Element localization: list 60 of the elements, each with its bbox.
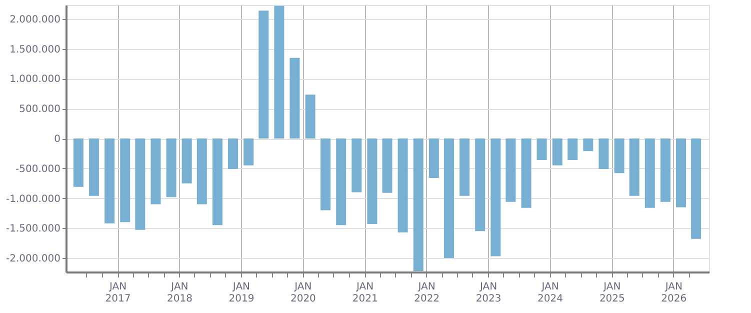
- bar: [274, 6, 284, 138]
- x-tick-label: JAN 2024: [538, 282, 563, 304]
- bar: [598, 138, 609, 169]
- bar: [460, 138, 470, 196]
- bar: [258, 10, 269, 138]
- y-tick-label: 500.000: [19, 104, 60, 116]
- bar: [660, 138, 670, 202]
- x-tick-label: JAN 2017: [105, 282, 131, 304]
- x-tick-label: JAN 2021: [352, 282, 378, 304]
- bar: [228, 138, 238, 169]
- bar: [89, 138, 99, 196]
- y-tick-label: 0: [54, 134, 60, 145]
- bar: [398, 138, 408, 232]
- bar: [506, 138, 516, 202]
- bar: [568, 138, 578, 160]
- bar: [490, 138, 501, 256]
- bar: [691, 138, 702, 239]
- x-tick-label: JAN 2025: [599, 282, 625, 304]
- bar: [73, 138, 84, 187]
- bar: [614, 138, 624, 174]
- y-tick-label: 1.500.000: [10, 44, 60, 56]
- x-tick-label: JAN 2019: [228, 282, 254, 304]
- bar: [320, 138, 331, 210]
- bar: [352, 138, 362, 192]
- x-tick-label: JAN 2022: [414, 282, 440, 304]
- y-tick-label: 2.000.000: [10, 14, 60, 26]
- bar: [135, 138, 146, 230]
- x-tick-label: JAN 2020: [290, 282, 316, 304]
- bar: [676, 138, 686, 208]
- x-tick-label: JAN 2023: [476, 282, 502, 304]
- bar: [104, 138, 115, 224]
- y-tick-label: -1.000.000: [6, 194, 60, 205]
- y-tick-label: -1.500.000: [6, 224, 60, 235]
- bar: [583, 138, 594, 152]
- bar: [629, 138, 640, 196]
- bar: [305, 94, 316, 138]
- bar: [336, 138, 346, 226]
- bar: [521, 138, 532, 208]
- bar: [150, 138, 161, 204]
- bar: [552, 138, 562, 166]
- bar: [212, 138, 222, 226]
- bar: [413, 138, 424, 272]
- bar: [444, 138, 454, 258]
- bar: [367, 138, 378, 224]
- bar: [182, 138, 192, 184]
- bar: [428, 138, 439, 178]
- y-tick-label: -2.000.000: [6, 254, 60, 265]
- bar: [120, 138, 130, 222]
- y-tick-label: 1.000.000: [10, 74, 60, 86]
- bar: [644, 138, 655, 208]
- bar: [536, 138, 547, 160]
- x-tick-label: JAN 2026: [661, 282, 687, 304]
- bar: [196, 138, 207, 204]
- bar: [290, 58, 300, 138]
- x-tick-label: JAN 2018: [167, 282, 192, 304]
- bar: [166, 138, 176, 198]
- bar: [382, 138, 392, 193]
- y-tick-label: -500.000: [16, 164, 60, 175]
- bar: [244, 138, 254, 166]
- bar: [475, 138, 486, 232]
